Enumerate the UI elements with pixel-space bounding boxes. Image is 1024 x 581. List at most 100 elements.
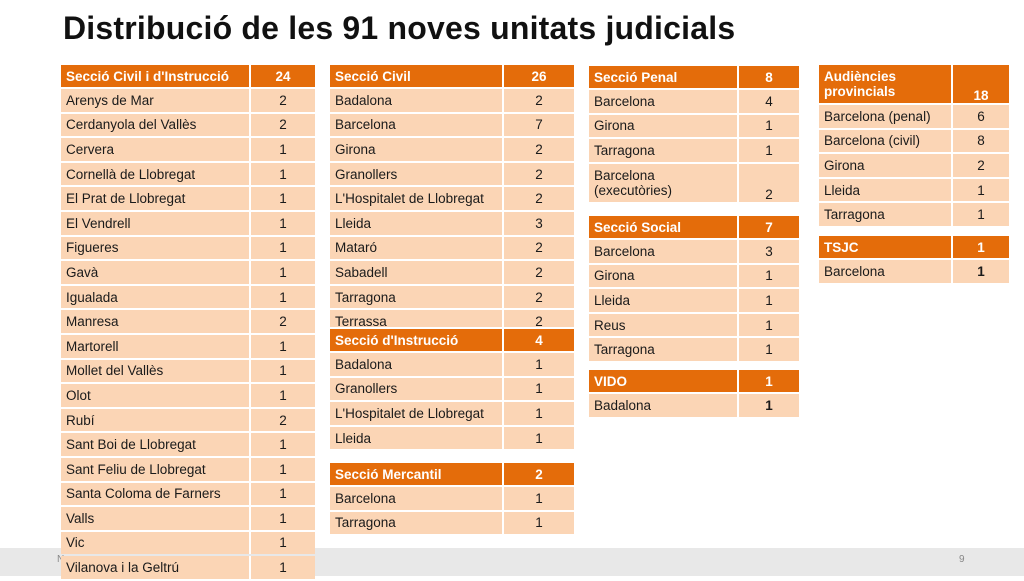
row-name: Lleida — [819, 178, 953, 202]
row-value: 1 — [251, 211, 315, 235]
row-name: Girona — [589, 264, 739, 288]
row-name: Arenys de Mar — [61, 89, 251, 112]
row-name: Barcelona — [330, 487, 504, 510]
row-name: Rubí — [61, 408, 251, 432]
table-header-label: Secció Civil i d'Instrucció — [61, 65, 251, 87]
table-row: Granollers 1 — [330, 377, 574, 401]
row-name: Granollers — [330, 162, 504, 186]
table-row: Mollet del Vallès 1 — [61, 359, 315, 383]
table-row: L'Hospitalet de Llobregat 1 — [330, 402, 574, 425]
row-name: Valls — [61, 507, 251, 530]
table-header-row: Secció Civil i d'Instrucció 24 — [61, 65, 315, 87]
table-row: Cervera 1 — [61, 138, 315, 161]
row-name: Mollet del Vallès — [61, 359, 251, 383]
table-row: Barcelona (civil) 8 — [819, 129, 1009, 153]
row-value: 1 — [251, 433, 315, 456]
row-name: Barcelona — [330, 113, 504, 137]
row-name: Sabadell — [330, 261, 504, 284]
table-row: Cornellà de Llobregat 1 — [61, 162, 315, 186]
row-name: Martorell — [61, 334, 251, 358]
table-row: Barcelona 1 — [819, 260, 1009, 283]
row-value: 7 — [504, 113, 574, 137]
row-value: 1 — [739, 338, 799, 361]
row-name: Granollers — [330, 377, 504, 401]
table-vido: VIDO 1 Badalona 1 — [589, 368, 799, 419]
table-header-label: Secció Civil — [330, 65, 504, 87]
row-value: 1 — [251, 482, 315, 506]
table-row: Badalona 2 — [330, 89, 574, 112]
row-value: 1 — [251, 261, 315, 284]
table-row: Valls 1 — [61, 507, 315, 530]
row-name: El Vendrell — [61, 211, 251, 235]
row-name: Badalona — [330, 353, 504, 376]
row-value: 1 — [251, 162, 315, 186]
table-penal: Secció Penal 8 Barcelona 4 Girona 1 Tarrag… — [589, 64, 799, 204]
row-name: Manresa — [61, 310, 251, 333]
table-header-label: Secció Mercantil — [330, 463, 504, 485]
table-row: Tarragona 2 — [330, 285, 574, 309]
table-header-total: 18 — [953, 65, 1009, 103]
row-value: 2 — [251, 408, 315, 432]
row-name: Sant Feliu de Llobregat — [61, 457, 251, 481]
table-header-row: VIDO 1 — [589, 370, 799, 392]
row-value: 1 — [739, 313, 799, 337]
row-value: 2 — [251, 89, 315, 112]
table-header-row: Audiències provincials 18 — [819, 65, 1009, 103]
table-header-total: 26 — [504, 65, 574, 87]
table-row: Badalona 1 — [330, 353, 574, 376]
row-name: Cerdanyola del Vallès — [61, 113, 251, 137]
table-row: Sant Boi de Llobregat 1 — [61, 433, 315, 456]
row-value: 1 — [504, 511, 574, 535]
table-row: Rubí 2 — [61, 408, 315, 432]
table-row: Arenys de Mar 2 — [61, 89, 315, 112]
table-header-row: Secció Civil 26 — [330, 65, 574, 87]
table-row: Tarragona 1 — [589, 139, 799, 162]
row-name: Figueres — [61, 236, 251, 260]
row-name: Barcelona (executòries) — [589, 163, 739, 202]
row-value: 6 — [953, 105, 1009, 128]
table-header-label: Secció d'Instrucció — [330, 329, 504, 351]
row-name: Reus — [589, 313, 739, 337]
row-value: 1 — [504, 377, 574, 401]
table-row: Barcelona (executòries) 2 — [589, 163, 799, 202]
row-name: Lleida — [330, 426, 504, 450]
table-row: Lleida 3 — [330, 211, 574, 235]
table-header-total: 1 — [953, 236, 1009, 258]
table-row: Reus 1 — [589, 313, 799, 337]
table-header-row: Secció Penal 8 — [589, 66, 799, 88]
row-name: Santa Coloma de Farners — [61, 482, 251, 506]
table-row: Tarragona 1 — [330, 511, 574, 535]
table-row: Martorell 1 — [61, 334, 315, 358]
table-row: Manresa 2 — [61, 310, 315, 333]
row-value: 1 — [739, 289, 799, 312]
row-value: 2 — [504, 261, 574, 284]
row-name: Vic — [61, 531, 251, 555]
table-row: Barcelona 4 — [589, 90, 799, 113]
table-row: Igualada 1 — [61, 285, 315, 309]
table-audiencies-provincials: Audiències provincials 18 Barcelona (pen… — [819, 63, 1009, 228]
row-value: 2 — [953, 154, 1009, 177]
row-name: Igualada — [61, 285, 251, 309]
page-number: 9 — [959, 554, 965, 565]
table-header-row: Secció Mercantil 2 — [330, 463, 574, 485]
row-name: Tarragona — [330, 285, 504, 309]
row-value: 3 — [504, 211, 574, 235]
row-value: 2 — [504, 138, 574, 161]
row-name: Girona — [589, 114, 739, 138]
table-row: Barcelona 7 — [330, 113, 574, 137]
row-name: Tarragona — [589, 338, 739, 361]
table-row: Tarragona 1 — [819, 203, 1009, 226]
row-value: 2 — [504, 285, 574, 309]
row-name: Barcelona — [589, 90, 739, 113]
table-civil-instruccio: Secció Civil i d'Instrucció 24 Arenys de… — [61, 63, 315, 581]
table-header-label: Secció Social — [589, 216, 739, 238]
table-row: Figueres 1 — [61, 236, 315, 260]
table-row: Barcelona 3 — [589, 240, 799, 263]
row-value: 1 — [504, 487, 574, 510]
table-header-label: Audiències provincials — [819, 65, 953, 103]
table-instruccio: Secció d'Instrucció 4 Badalona 1 Granolle… — [330, 327, 574, 452]
row-name: Lleida — [589, 289, 739, 312]
row-value: 1 — [739, 264, 799, 288]
row-value: 1 — [739, 114, 799, 138]
table-row: El Prat de Llobregat 1 — [61, 187, 315, 210]
